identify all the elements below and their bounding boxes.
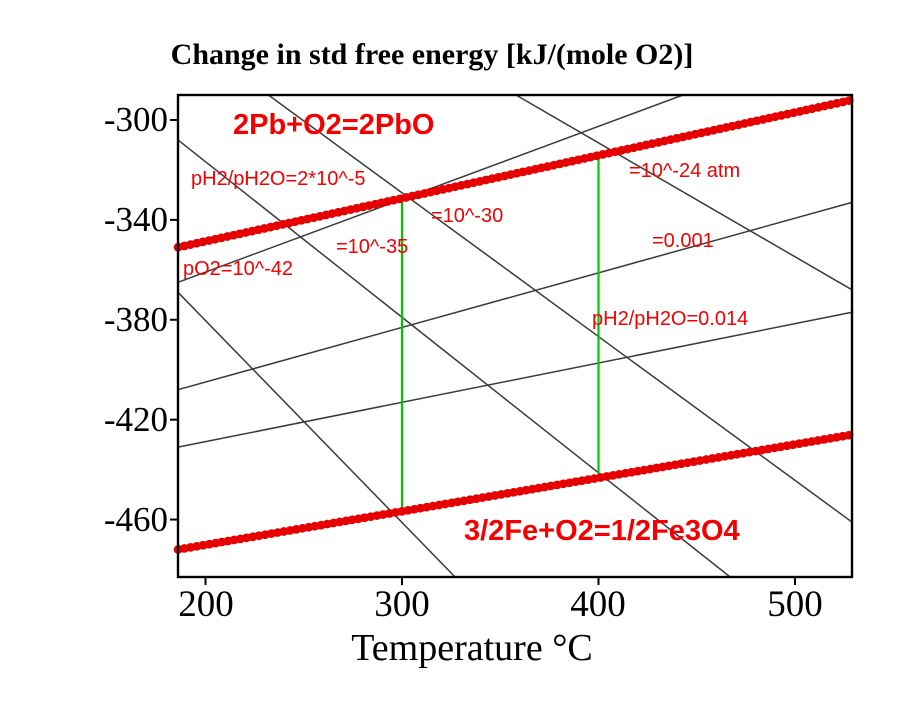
annotation-ratio-0001: =0.001: [652, 230, 714, 252]
annotation-po2-42: pO2=10^-42: [183, 258, 294, 280]
annotation-fe-reaction: 3/2Fe+O2=1/2Fe3O4: [464, 515, 740, 547]
po2-1e-35-line: [177, 139, 731, 578]
chart-title: Change in std free energy [kJ/(mole O2)]: [170, 38, 694, 71]
annotation-ph2-ph2o-lower: pH2/pH2O=0.014: [592, 308, 749, 330]
annotation-ph2-ph2o-upper: pH2/pH2O=2*10^-5: [191, 168, 366, 190]
x-axis-title: Temperature °C: [351, 627, 593, 669]
x-tick-label: 400: [570, 584, 626, 625]
y-tick-label: -420: [103, 400, 168, 439]
ph2-ph2o-0001-line: [177, 201, 853, 391]
x-tick-label: 300: [374, 584, 430, 625]
annotation-po2-35: =10^-35: [336, 236, 409, 258]
plot-frame: [176, 93, 854, 579]
pb-reaction-line: [173, 95, 857, 252]
y-tick-label: -300: [103, 100, 168, 139]
y-tick-label: -460: [103, 500, 168, 539]
y-tick-label: -340: [103, 200, 168, 239]
po2-1e-42-line: [177, 291, 456, 578]
annotation-po2-30: =10^-30: [431, 205, 504, 227]
y-tick-label: -380: [103, 300, 168, 339]
po2-1e-30-line: [267, 94, 853, 523]
x-tick-label: 200: [178, 584, 234, 625]
x-tick-label: 500: [767, 584, 823, 625]
po2-1e-24-line: [515, 94, 853, 291]
annotation-po2-24: =10^-24 atm: [629, 160, 741, 182]
fe-reaction-line: [173, 430, 857, 554]
ph2-ph2o-0014-line: [177, 311, 853, 448]
annotation-pb-reaction: 2Pb+O2=2PbO: [233, 109, 435, 141]
